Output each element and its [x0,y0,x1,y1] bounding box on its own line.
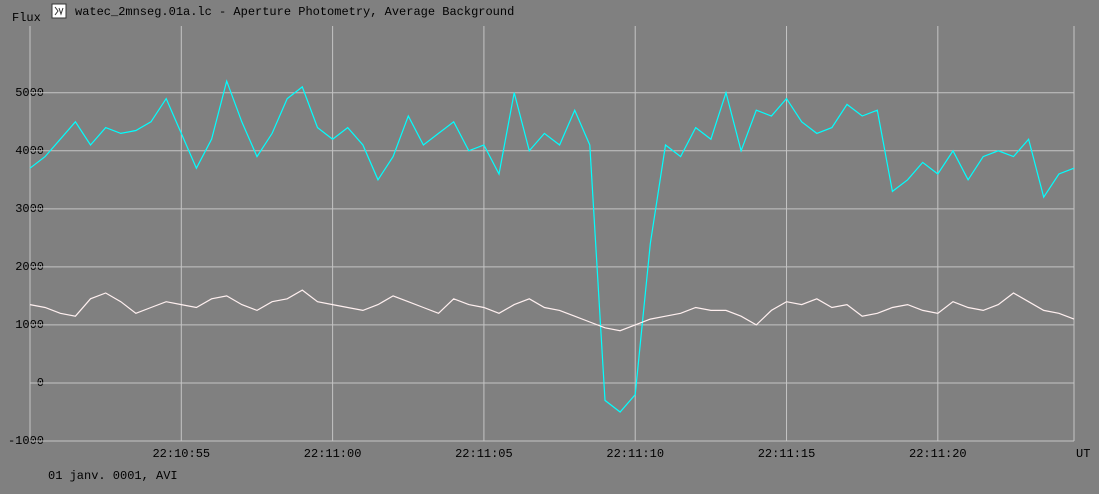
y-tick-label: 4000 [15,144,44,158]
x-axis-label: UT [1076,447,1090,461]
y-tick-label: 5000 [15,86,44,100]
x-tick-label: 22:11:15 [758,447,816,461]
y-tick-label: -1000 [8,434,44,448]
series-line [29,289,1075,332]
chart-title: watec_2mnseg.01a.lc - Aperture Photometr… [75,5,514,19]
y-tick-label: 3000 [15,202,44,216]
y-tick-label: 2000 [15,260,44,274]
x-tick-label: 22:11:10 [606,447,664,461]
window-icon [51,3,67,19]
x-tick-label: 22:11:20 [909,447,967,461]
x-tick-label: 22:11:05 [455,447,513,461]
x-tick-label: 22:10:55 [152,447,210,461]
series-line [29,79,1075,413]
y-tick-label: 1000 [15,318,44,332]
footer: 01 janv. 0001, AVI [48,469,178,483]
x-tick-label: 22:11:00 [304,447,362,461]
y-axis-label: Flux [12,11,41,25]
